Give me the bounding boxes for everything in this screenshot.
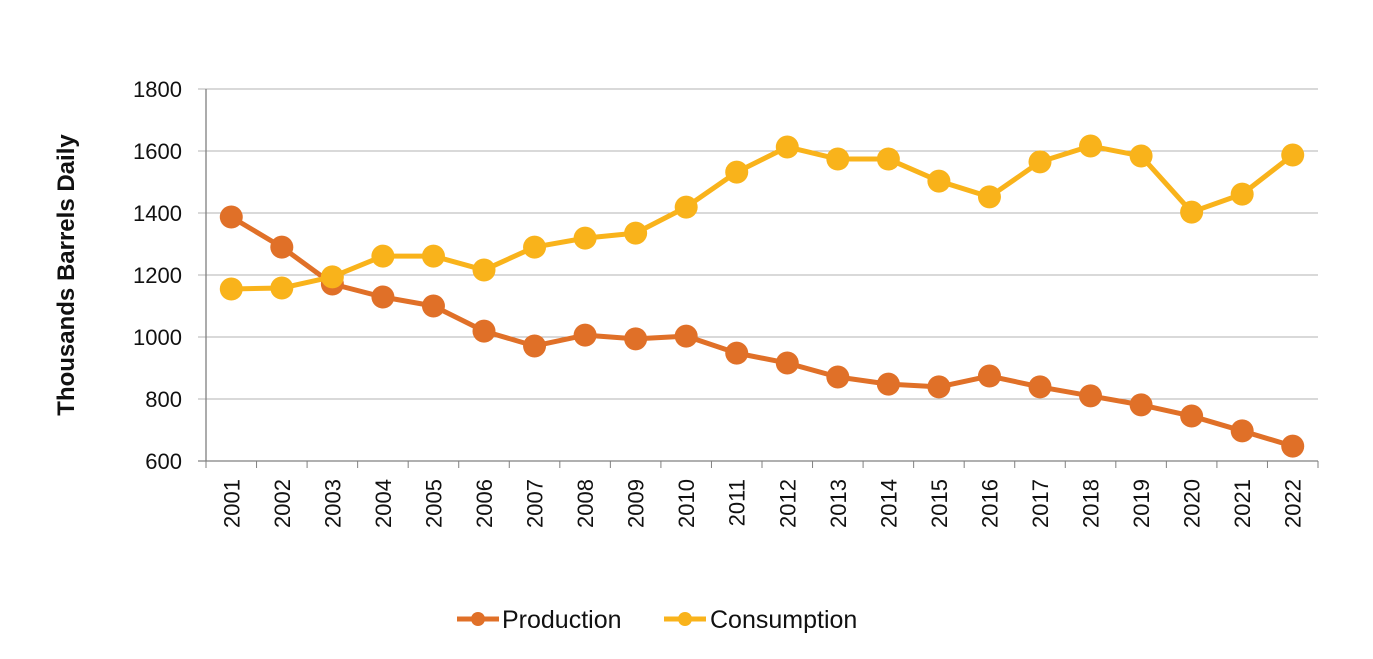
data-point <box>977 185 1001 209</box>
x-tick-label: 2016 <box>977 479 1002 528</box>
data-point <box>876 147 900 171</box>
series-consumption <box>219 134 1305 301</box>
data-point <box>1281 143 1305 167</box>
y-tick-label: 1800 <box>133 77 182 102</box>
x-tick-label: 2006 <box>472 479 497 528</box>
x-tick-label: 2010 <box>674 479 699 528</box>
legend-label: Production <box>502 606 622 634</box>
data-point <box>927 375 951 399</box>
data-point <box>775 351 799 375</box>
data-point <box>1129 144 1153 168</box>
data-point <box>320 265 344 289</box>
x-tick-label: 2003 <box>320 479 345 528</box>
data-point <box>1230 182 1254 206</box>
data-point <box>725 341 749 365</box>
legend-swatch-marker <box>471 612 485 626</box>
data-point <box>1180 200 1204 224</box>
x-tick-label: 2019 <box>1129 479 1154 528</box>
x-tick-label: 2013 <box>826 479 851 528</box>
x-tick-label: 2021 <box>1230 479 1255 528</box>
data-point <box>624 221 648 245</box>
x-tick-label: 2017 <box>1028 479 1053 528</box>
data-point <box>1129 393 1153 417</box>
data-point <box>219 277 243 301</box>
y-tick-label: 1400 <box>133 201 182 226</box>
data-point <box>876 372 900 396</box>
legend: Production Consumption <box>457 606 857 634</box>
x-tick-label: 2014 <box>876 479 901 528</box>
data-point <box>472 319 496 343</box>
y-axis-ticks: 600 800 1000 1200 1400 1600 1800 <box>133 77 182 474</box>
x-axis-ticks: 2001 2002 2003 2004 2005 2006 2007 2008 2009 2010… <box>219 479 1305 528</box>
legend-item-production: Production <box>457 606 622 634</box>
x-tick-label: 2018 <box>1079 479 1104 528</box>
y-tick-label: 1000 <box>133 325 182 350</box>
data-point <box>977 364 1001 388</box>
data-point <box>523 235 547 259</box>
data-point <box>371 244 395 268</box>
data-point <box>624 327 648 351</box>
data-point <box>421 244 445 268</box>
axes <box>198 89 1319 468</box>
legend-item-consumption: Consumption <box>664 606 857 634</box>
series-group <box>219 134 1305 458</box>
data-point <box>270 235 294 259</box>
x-tick-label: 2004 <box>371 479 396 528</box>
legend-label: Consumption <box>710 606 857 634</box>
x-tick-label: 2022 <box>1281 479 1306 528</box>
x-tick-label: 2001 <box>219 479 244 528</box>
x-tick-label: 2008 <box>573 479 598 528</box>
x-tick-label: 2015 <box>927 479 952 528</box>
x-tick-label: 2011 <box>725 479 750 526</box>
data-point <box>1028 375 1052 399</box>
y-tick-label: 600 <box>145 449 182 474</box>
data-point <box>523 334 547 358</box>
data-point <box>826 147 850 171</box>
y-tick-label: 1600 <box>133 139 182 164</box>
data-point <box>270 276 294 300</box>
y-axis-title: Thousands Barrels Daily <box>53 134 80 416</box>
data-point <box>927 169 951 193</box>
data-point <box>775 135 799 159</box>
data-point <box>1079 134 1103 158</box>
y-tick-label: 800 <box>145 387 182 412</box>
x-tick-label: 2020 <box>1180 479 1205 528</box>
data-point <box>1281 434 1305 458</box>
data-point <box>421 294 445 318</box>
data-point <box>1180 404 1204 428</box>
data-point <box>573 226 597 250</box>
data-point <box>826 365 850 389</box>
series-line <box>229 214 1294 449</box>
x-tick-label: 2002 <box>270 479 295 528</box>
data-point <box>725 160 749 184</box>
data-point <box>219 205 243 229</box>
x-tick-label: 2007 <box>523 479 548 528</box>
gridlines <box>198 88 1318 400</box>
data-point <box>1028 150 1052 174</box>
y-tick-label: 1200 <box>133 263 182 288</box>
legend-swatch-marker <box>678 612 692 626</box>
data-point <box>1230 419 1254 443</box>
series-production <box>219 205 1305 458</box>
data-point <box>1079 384 1103 408</box>
data-point <box>573 323 597 347</box>
data-point <box>472 258 496 282</box>
x-tick-label: 2012 <box>775 479 800 528</box>
series-line <box>231 143 1295 292</box>
x-tick-label: 2009 <box>624 479 649 528</box>
data-point <box>674 195 698 219</box>
data-point <box>371 285 395 309</box>
x-tick-label: 2005 <box>421 479 446 528</box>
data-point <box>674 324 698 348</box>
